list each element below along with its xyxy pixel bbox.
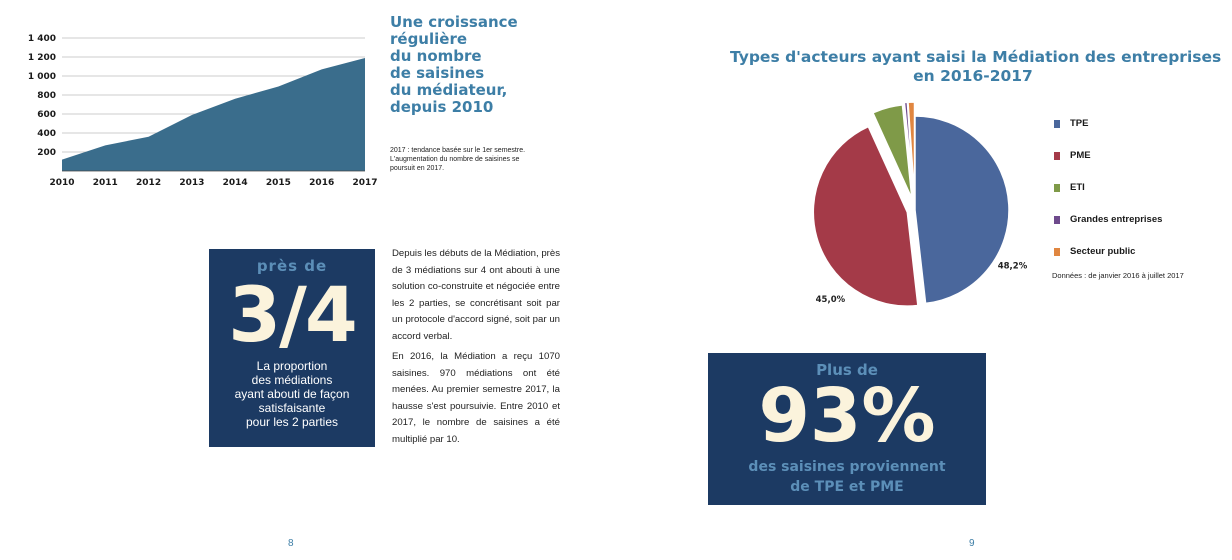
y-tick-label: 1 400: [28, 34, 56, 44]
legend-item-grandes-entreprises: Grandes entreprises: [1050, 212, 1225, 228]
growth-title-line: Une croissance: [390, 13, 518, 31]
acteurs-pie-chart: 48,2%45,0%5,2%0,5%1,1%: [812, 101, 1028, 307]
pie-slice-tpe: [914, 115, 1010, 305]
pie-data-note: Données : de janvier 2016 à juillet 2017: [1052, 271, 1184, 280]
callout-caption-line: pour les 2 parties: [245, 415, 339, 429]
callout-prefix: Plus de: [816, 361, 878, 379]
growth-title-line: du nombre: [390, 47, 482, 65]
pie-title-line: Types d'acteurs ayant saisi la Médiation…: [730, 48, 1222, 66]
x-tick-label: 2013: [179, 178, 204, 188]
legend-swatch: [1054, 184, 1060, 192]
page-number-left: 8: [288, 538, 294, 549]
growth-title-line: depuis 2010: [390, 98, 494, 116]
body-paragraph-1: Depuis les débuts de la Médiation, près …: [392, 248, 560, 342]
callout-big-figure: 3/4: [228, 270, 358, 359]
callout-caption: La proportion des médiations ayant about…: [217, 359, 367, 429]
chart-footnote: 2017 : tendance basée sur le 1er semestr…: [390, 147, 526, 172]
legend-label: PME: [1070, 150, 1091, 161]
pie-slice-pme: [812, 125, 919, 307]
y-tick-label: 600: [37, 110, 56, 120]
x-tick-label: 2011: [93, 178, 118, 188]
x-tick-label: 2012: [136, 178, 161, 188]
pie-data-label: 45,0%: [816, 295, 846, 305]
pie-title-line: en 2016-2017: [913, 67, 1033, 85]
x-tick-label: 2017: [352, 178, 377, 188]
area-series: [62, 57, 365, 172]
pie-slice-eti: [871, 104, 913, 199]
growth-title-line: de saisines: [390, 64, 485, 82]
y-tick-label: 400: [37, 129, 56, 139]
legend-label: ETI: [1070, 182, 1085, 193]
growth-title-line: régulière: [390, 30, 468, 48]
callout-big-figure: 93%: [758, 373, 936, 459]
legend-swatch: [1054, 120, 1060, 128]
x-tick-label: 2015: [266, 178, 291, 188]
callout-caption-line: ayant abouti de façon: [234, 387, 350, 401]
legend-swatch: [1054, 152, 1060, 160]
ninety-three-callout: Plus de 93% des saisines proviennent de …: [708, 353, 986, 505]
pie-slice-secteur-public: [907, 101, 916, 197]
callout-caption-line: de TPE et PME: [790, 479, 904, 495]
callout-caption-line: La proportion: [256, 359, 328, 373]
x-tick-label: 2010: [49, 178, 74, 188]
callout-caption-line: satisfaisante: [258, 401, 326, 415]
growth-title-line: du médiateur,: [390, 81, 508, 99]
callout-caption-line: des saisines proviennent: [748, 459, 946, 475]
saisines-area-chart: 200 400 600 800 1 000 1 200 1 400 2010 2011 2012 2…: [28, 34, 378, 188]
legend-item-eti: ETI: [1050, 180, 1225, 196]
legend-swatch: [1054, 248, 1060, 256]
body-paragraph-2: En 2016, la Médiation a reçu 1070 saisin…: [392, 351, 560, 445]
legend-item-pme: PME: [1050, 148, 1225, 164]
legend-label: Secteur public: [1070, 246, 1136, 257]
pie-legend: TPE PME ETI Grandes entreprises Secteur …: [1050, 116, 1225, 276]
y-tick-label: 800: [37, 91, 56, 101]
page-number-right: 9: [969, 538, 975, 549]
y-tick-label: 1 000: [28, 72, 56, 82]
legend-label: Grandes entreprises: [1070, 214, 1163, 225]
x-tick-label: 2016: [309, 178, 334, 188]
legend-label: TPE: [1070, 118, 1089, 129]
legend-item-secteur-public: Secteur public: [1050, 244, 1225, 260]
pie-data-label: 48,2%: [998, 261, 1028, 271]
callout-prefix: près de: [256, 257, 328, 275]
growth-title: Une croissance régulière du nombre de sa…: [390, 14, 540, 116]
pie-title: Types d'acteurs ayant saisi la Médiation…: [730, 48, 1222, 86]
y-tick-label: 200: [37, 148, 56, 158]
legend-item-tpe: TPE: [1050, 116, 1225, 132]
callout-caption-line: des médiations: [251, 373, 333, 387]
legend-swatch: [1054, 216, 1060, 224]
callout-caption: des saisines proviennent de TPE et PME: [708, 457, 986, 497]
three-quarters-callout: près de 3/4 La proportion des médiations…: [209, 249, 375, 447]
x-tick-label: 2014: [223, 178, 248, 188]
y-tick-label: 1 200: [28, 53, 56, 63]
